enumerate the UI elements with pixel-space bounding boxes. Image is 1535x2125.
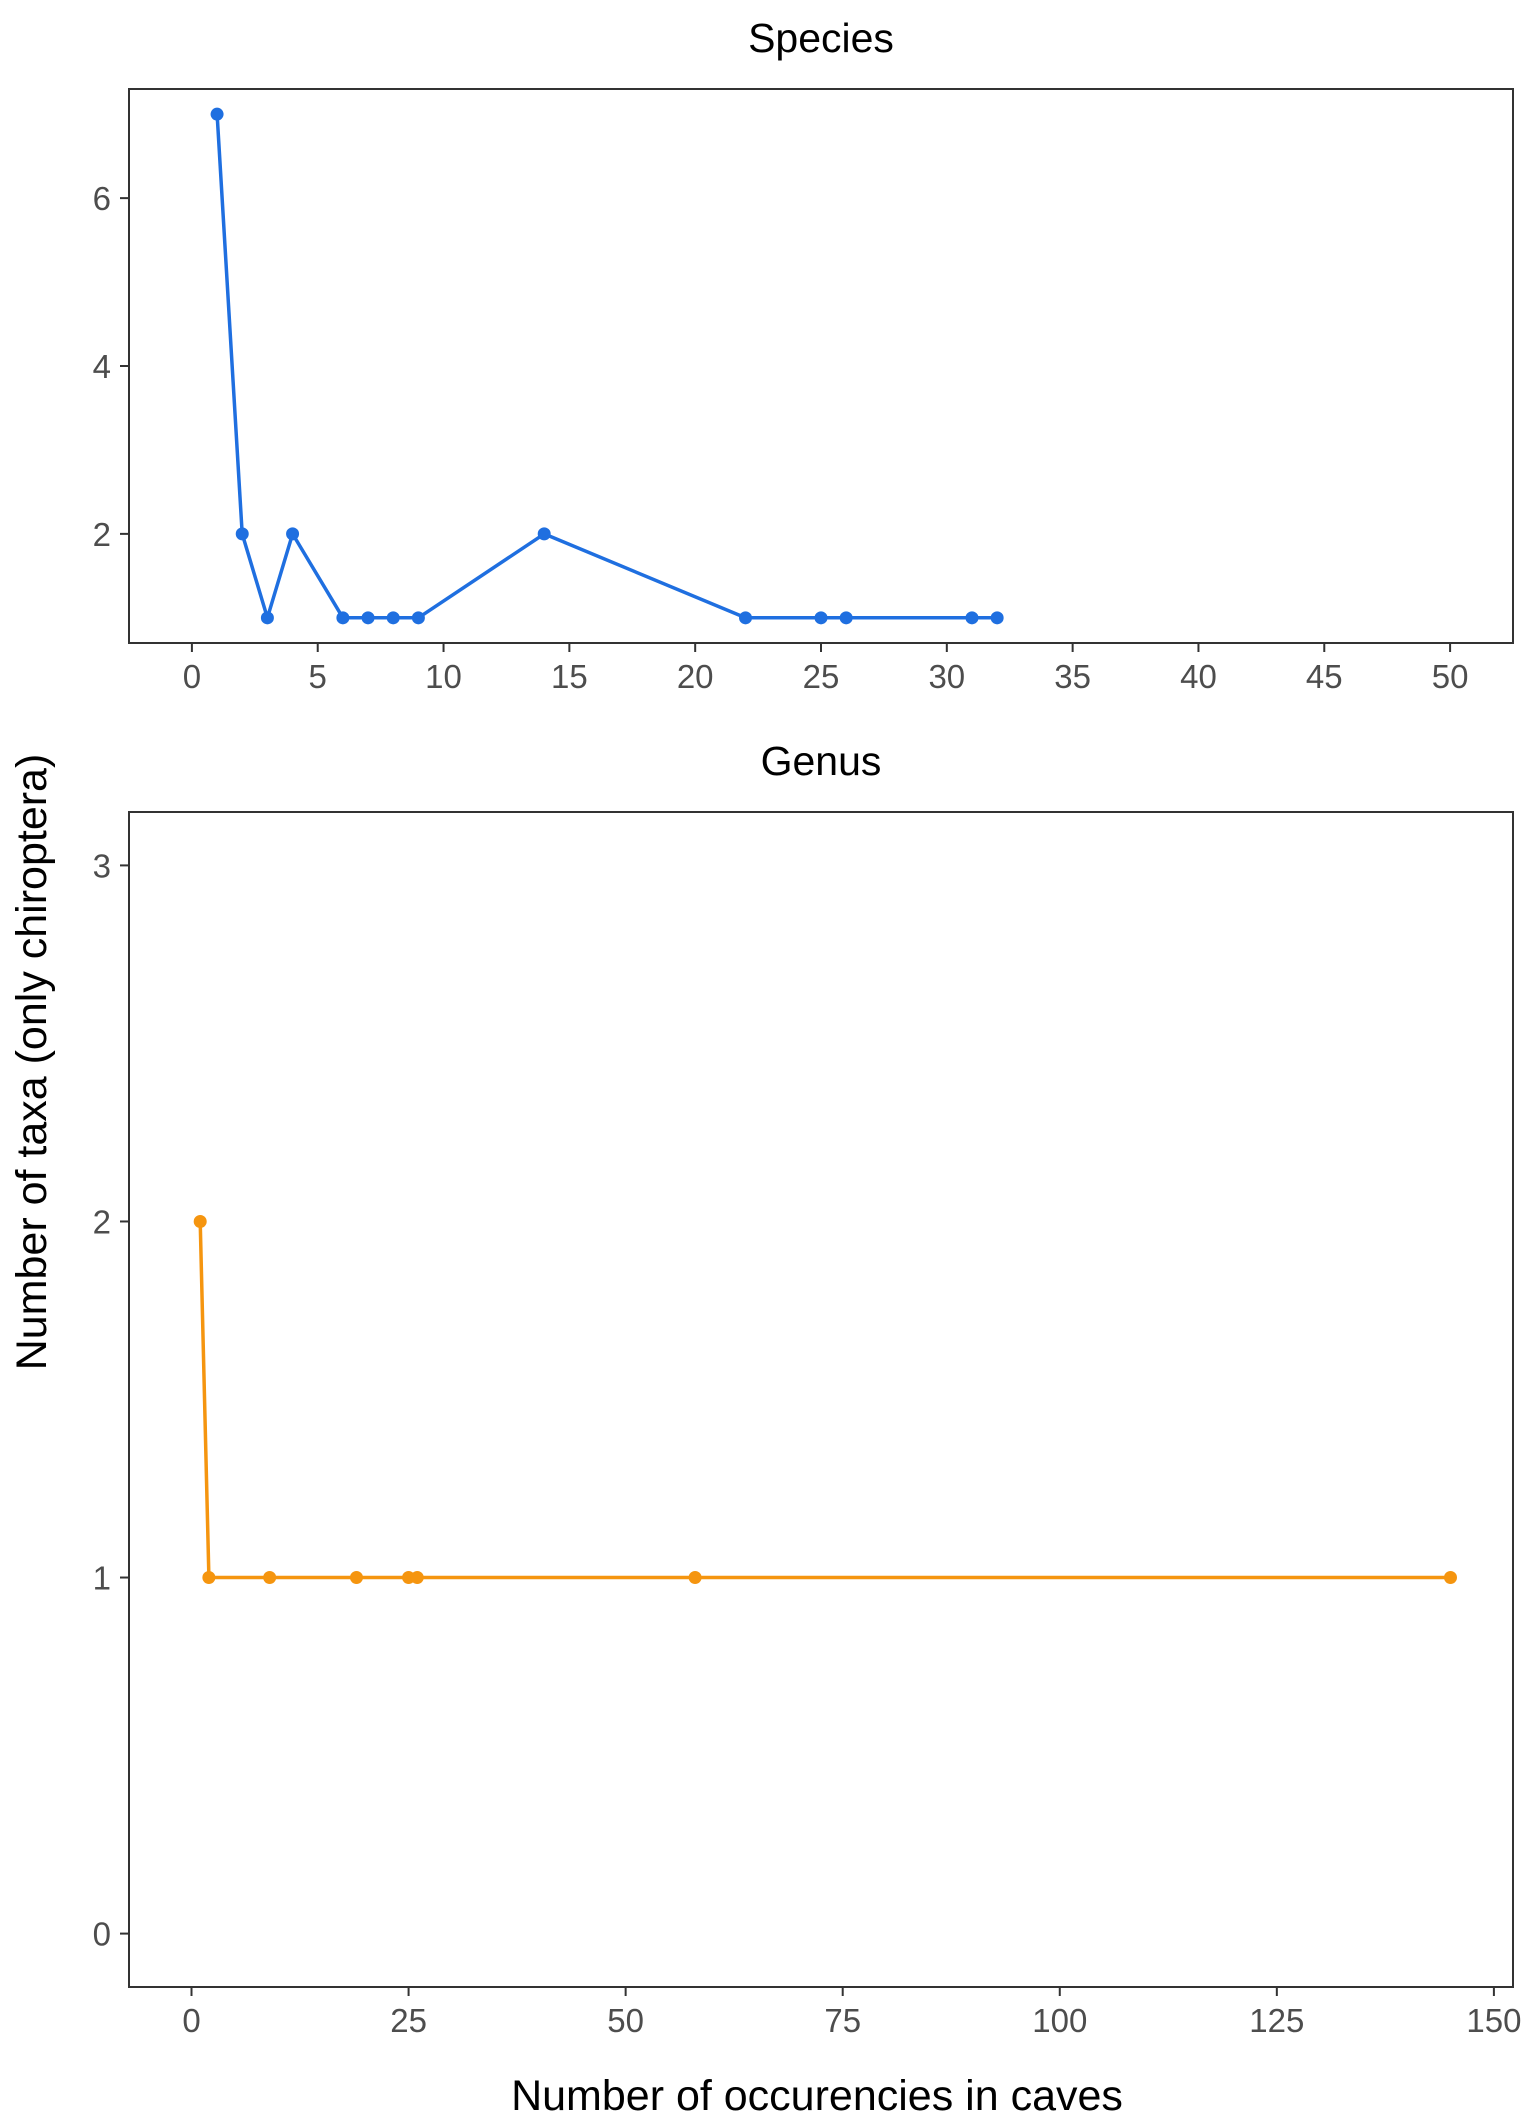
species-y-tick-label: 4 xyxy=(93,348,111,385)
species-data-point xyxy=(537,527,551,541)
species-data-point xyxy=(814,611,828,625)
species-data-point xyxy=(965,611,979,625)
species-series-line xyxy=(215,114,998,620)
genus-series-line xyxy=(198,1221,1451,1580)
species-x-tick-label: 50 xyxy=(1432,658,1469,695)
shared-y-axis-title: Number of taxa (only chiroptera) xyxy=(8,754,56,1371)
species-y-tick-label: 2 xyxy=(93,516,111,553)
genus-x-tick-label: 150 xyxy=(1466,2002,1521,2039)
genus-y-tick-label: 1 xyxy=(93,1560,111,1597)
genus-x-tick-label: 100 xyxy=(1032,2002,1087,2039)
genus-data-point xyxy=(410,1571,424,1585)
genus-data-point xyxy=(263,1571,277,1585)
species-x-tick-label: 10 xyxy=(425,658,462,695)
species-data-point xyxy=(839,611,853,625)
species-data-point xyxy=(336,611,350,625)
genus-x-tick-label: 75 xyxy=(824,2002,861,2039)
genus-x-tick-label: 0 xyxy=(182,2002,200,2039)
species-data-point xyxy=(235,527,249,541)
species-data-point xyxy=(260,611,274,625)
genus-x-tick-label: 25 xyxy=(390,2002,427,2039)
species-x-tick-label: 0 xyxy=(183,658,201,695)
genus-plot-frame xyxy=(128,811,1514,1988)
genus-data-point xyxy=(1443,1571,1457,1585)
species-data-point xyxy=(990,611,1004,625)
genus-y-tick-label: 3 xyxy=(93,847,111,884)
species-panel: Species 0 5 10 15 20 25 30 35 40 45 50 2 4 6 xyxy=(93,15,1514,695)
species-data-point xyxy=(361,611,375,625)
species-x-tick-label: 35 xyxy=(1054,658,1091,695)
genus-panel-title: Genus xyxy=(761,738,882,784)
species-data-point xyxy=(739,611,753,625)
genus-x-tick-label: 125 xyxy=(1249,2002,1304,2039)
genus-data-point xyxy=(688,1571,702,1585)
species-data-point xyxy=(411,611,425,625)
genus-y-tick-label: 0 xyxy=(93,1916,111,1953)
species-y-tick-label: 6 xyxy=(93,180,111,217)
genus-y-tick-label: 2 xyxy=(93,1203,111,1240)
species-x-tick-label: 25 xyxy=(803,658,840,695)
genus-panel: Genus 0 25 50 75 100 125 150 0 1 2 3 xyxy=(93,738,1522,2039)
species-panel-title: Species xyxy=(748,15,894,61)
species-x-tick-label: 20 xyxy=(677,658,714,695)
genus-x-tick-label: 50 xyxy=(607,2002,644,2039)
species-x-tick-label: 30 xyxy=(928,658,965,695)
species-x-tick-label: 45 xyxy=(1306,658,1343,695)
species-data-point xyxy=(386,611,400,625)
species-x-tick-label: 15 xyxy=(551,658,588,695)
shared-x-axis-title: Number of occurencies in caves xyxy=(511,2072,1123,2120)
genus-data-point xyxy=(193,1214,207,1228)
genus-data-point xyxy=(202,1571,216,1585)
species-data-point xyxy=(286,527,300,541)
species-x-tick-label: 40 xyxy=(1180,658,1217,695)
genus-data-point xyxy=(349,1571,363,1585)
species-plot-frame xyxy=(128,88,1514,644)
species-data-point xyxy=(210,107,224,121)
species-x-tick-label: 5 xyxy=(309,658,327,695)
